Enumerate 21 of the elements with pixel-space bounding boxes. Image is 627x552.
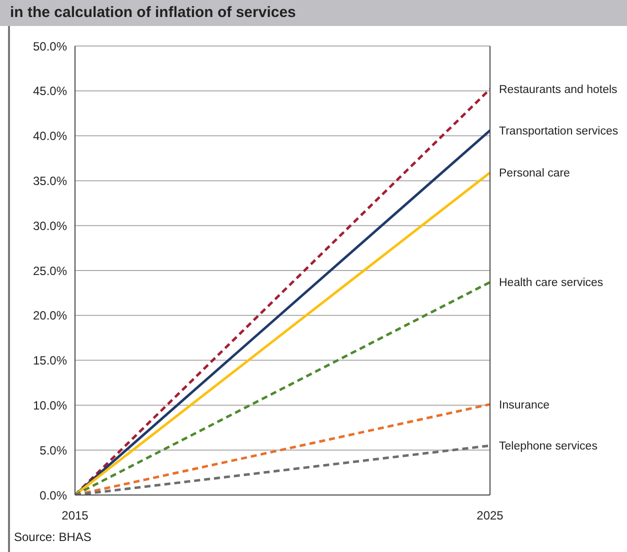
y-tick-label: 0.0% [40,488,68,502]
series-label: Insurance [499,399,550,412]
y-tick-label: 15.0% [32,354,68,368]
y-tick-label: 50.0% [32,39,68,54]
x-tick-label: 2025 [476,508,504,523]
y-tick-label: 5.0% [40,443,68,458]
chart-title: in the calculation of inflation of services [0,0,627,26]
y-tick-label: 45.0% [32,84,68,98]
y-tick-label: 35.0% [32,174,68,188]
series-label: Health care services [499,277,604,290]
y-tick-label: 30.0% [32,218,68,233]
y-tick-label: 20.0% [32,308,68,323]
y-tick-label: 40.0% [32,129,68,144]
series-label: Telephone services [499,440,598,453]
series-label: Personal care [499,168,570,180]
source-note: Source: BHAS [14,530,92,544]
y-tick-label: 25.0% [32,264,68,278]
x-tick-label: 2015 [62,508,89,523]
y-tick-label: 10.0% [32,398,68,412]
series-label: Restaurants and hotels [499,84,618,96]
series-label: Transportation services [499,125,618,138]
